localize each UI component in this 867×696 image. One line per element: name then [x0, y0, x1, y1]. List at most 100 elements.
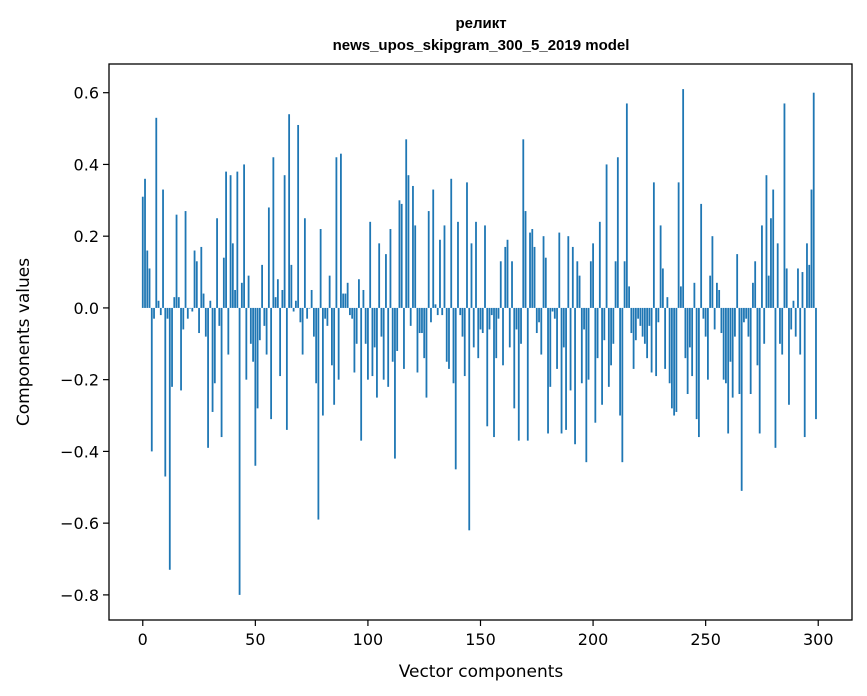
bar-25	[198, 307, 200, 334]
bar-127	[427, 211, 430, 308]
bar-129	[432, 189, 435, 308]
bar-160	[502, 307, 504, 366]
bar-7	[157, 300, 160, 308]
bar-29	[207, 307, 209, 448]
bars-group	[141, 89, 817, 595]
bar-60	[276, 279, 279, 308]
bar-50	[254, 307, 257, 466]
bar-241	[684, 307, 687, 359]
y-tick-label: −0.4	[60, 442, 99, 461]
bar-65	[288, 114, 291, 308]
bar-76	[312, 307, 315, 337]
bar-170	[524, 211, 527, 308]
bar-5	[153, 307, 155, 319]
bar-207	[607, 307, 610, 387]
bar-68	[294, 300, 297, 308]
bar-38	[227, 307, 230, 355]
bar-178	[542, 236, 545, 308]
bar-98	[362, 289, 365, 308]
bar-95	[355, 307, 358, 344]
bar-93	[351, 307, 354, 319]
bar-41	[234, 289, 236, 308]
y-tick-label: −0.2	[60, 371, 99, 390]
bar-131	[436, 307, 439, 316]
bar-284	[781, 307, 784, 355]
bar-200	[592, 243, 594, 308]
bar-78	[317, 307, 320, 520]
bar-213	[621, 307, 624, 463]
bar-185	[558, 232, 561, 308]
bar-270	[749, 307, 752, 395]
bar-293	[801, 272, 804, 308]
x-tick-label: 200	[578, 630, 609, 649]
bar-70	[299, 307, 302, 323]
bar-251	[707, 307, 709, 380]
bar-73	[306, 307, 309, 319]
bar-177	[540, 307, 543, 355]
bar-133	[441, 307, 444, 316]
bar-192	[574, 307, 576, 445]
bar-264	[736, 254, 739, 308]
bar-249	[702, 307, 705, 319]
bar-101	[369, 221, 372, 308]
bar-287	[788, 307, 790, 405]
bar-247	[698, 307, 700, 438]
bar-218	[632, 307, 635, 369]
bar-142	[461, 307, 464, 337]
bar-188	[565, 307, 567, 430]
bar-113	[396, 307, 399, 351]
bar-282	[776, 243, 779, 308]
bar-256	[718, 289, 721, 308]
bar-138	[452, 307, 455, 384]
bar-55	[265, 307, 268, 355]
bar-82	[326, 307, 329, 326]
bar-224	[646, 307, 649, 359]
bar-292	[799, 307, 802, 355]
bar-39	[229, 175, 232, 308]
bar-283	[779, 307, 781, 344]
bar-201	[594, 307, 597, 423]
bar-24	[195, 261, 198, 308]
bar-210	[614, 261, 617, 308]
bar-182	[551, 307, 554, 312]
bar-228	[655, 307, 658, 377]
y-tick-label: 0.4	[74, 155, 99, 174]
bar-111	[391, 307, 394, 362]
bar-53	[261, 264, 263, 308]
bar-126	[425, 307, 428, 398]
bar-225	[648, 307, 651, 326]
bar-220	[637, 307, 640, 319]
bar-17	[180, 307, 182, 391]
bar-81	[324, 307, 327, 319]
bar-112	[394, 307, 396, 459]
bar-83	[328, 275, 331, 308]
bar-130	[434, 304, 437, 308]
bar-145	[468, 307, 471, 531]
bar-2	[146, 250, 149, 308]
bar-137	[450, 178, 453, 308]
bar-191	[571, 246, 574, 308]
bar-196	[583, 307, 585, 330]
bar-37	[225, 171, 227, 308]
bar-132	[439, 239, 441, 308]
bar-235	[670, 307, 673, 409]
bar-206	[605, 164, 608, 308]
bar-152	[484, 225, 486, 308]
bar-198	[587, 307, 590, 380]
bar-89	[342, 293, 345, 308]
bar-154	[488, 307, 491, 330]
bar-183	[553, 307, 556, 319]
bar-275	[761, 225, 763, 308]
bar-234	[668, 307, 671, 384]
bar-215	[625, 103, 628, 308]
bar-205	[603, 307, 606, 341]
bar-102	[371, 307, 374, 377]
bar-199	[589, 261, 592, 308]
bar-212	[619, 307, 621, 416]
bar-66	[290, 264, 293, 308]
bar-167	[517, 307, 520, 441]
bar-171	[526, 307, 529, 441]
bar-248	[700, 203, 703, 308]
bar-147	[472, 307, 475, 348]
